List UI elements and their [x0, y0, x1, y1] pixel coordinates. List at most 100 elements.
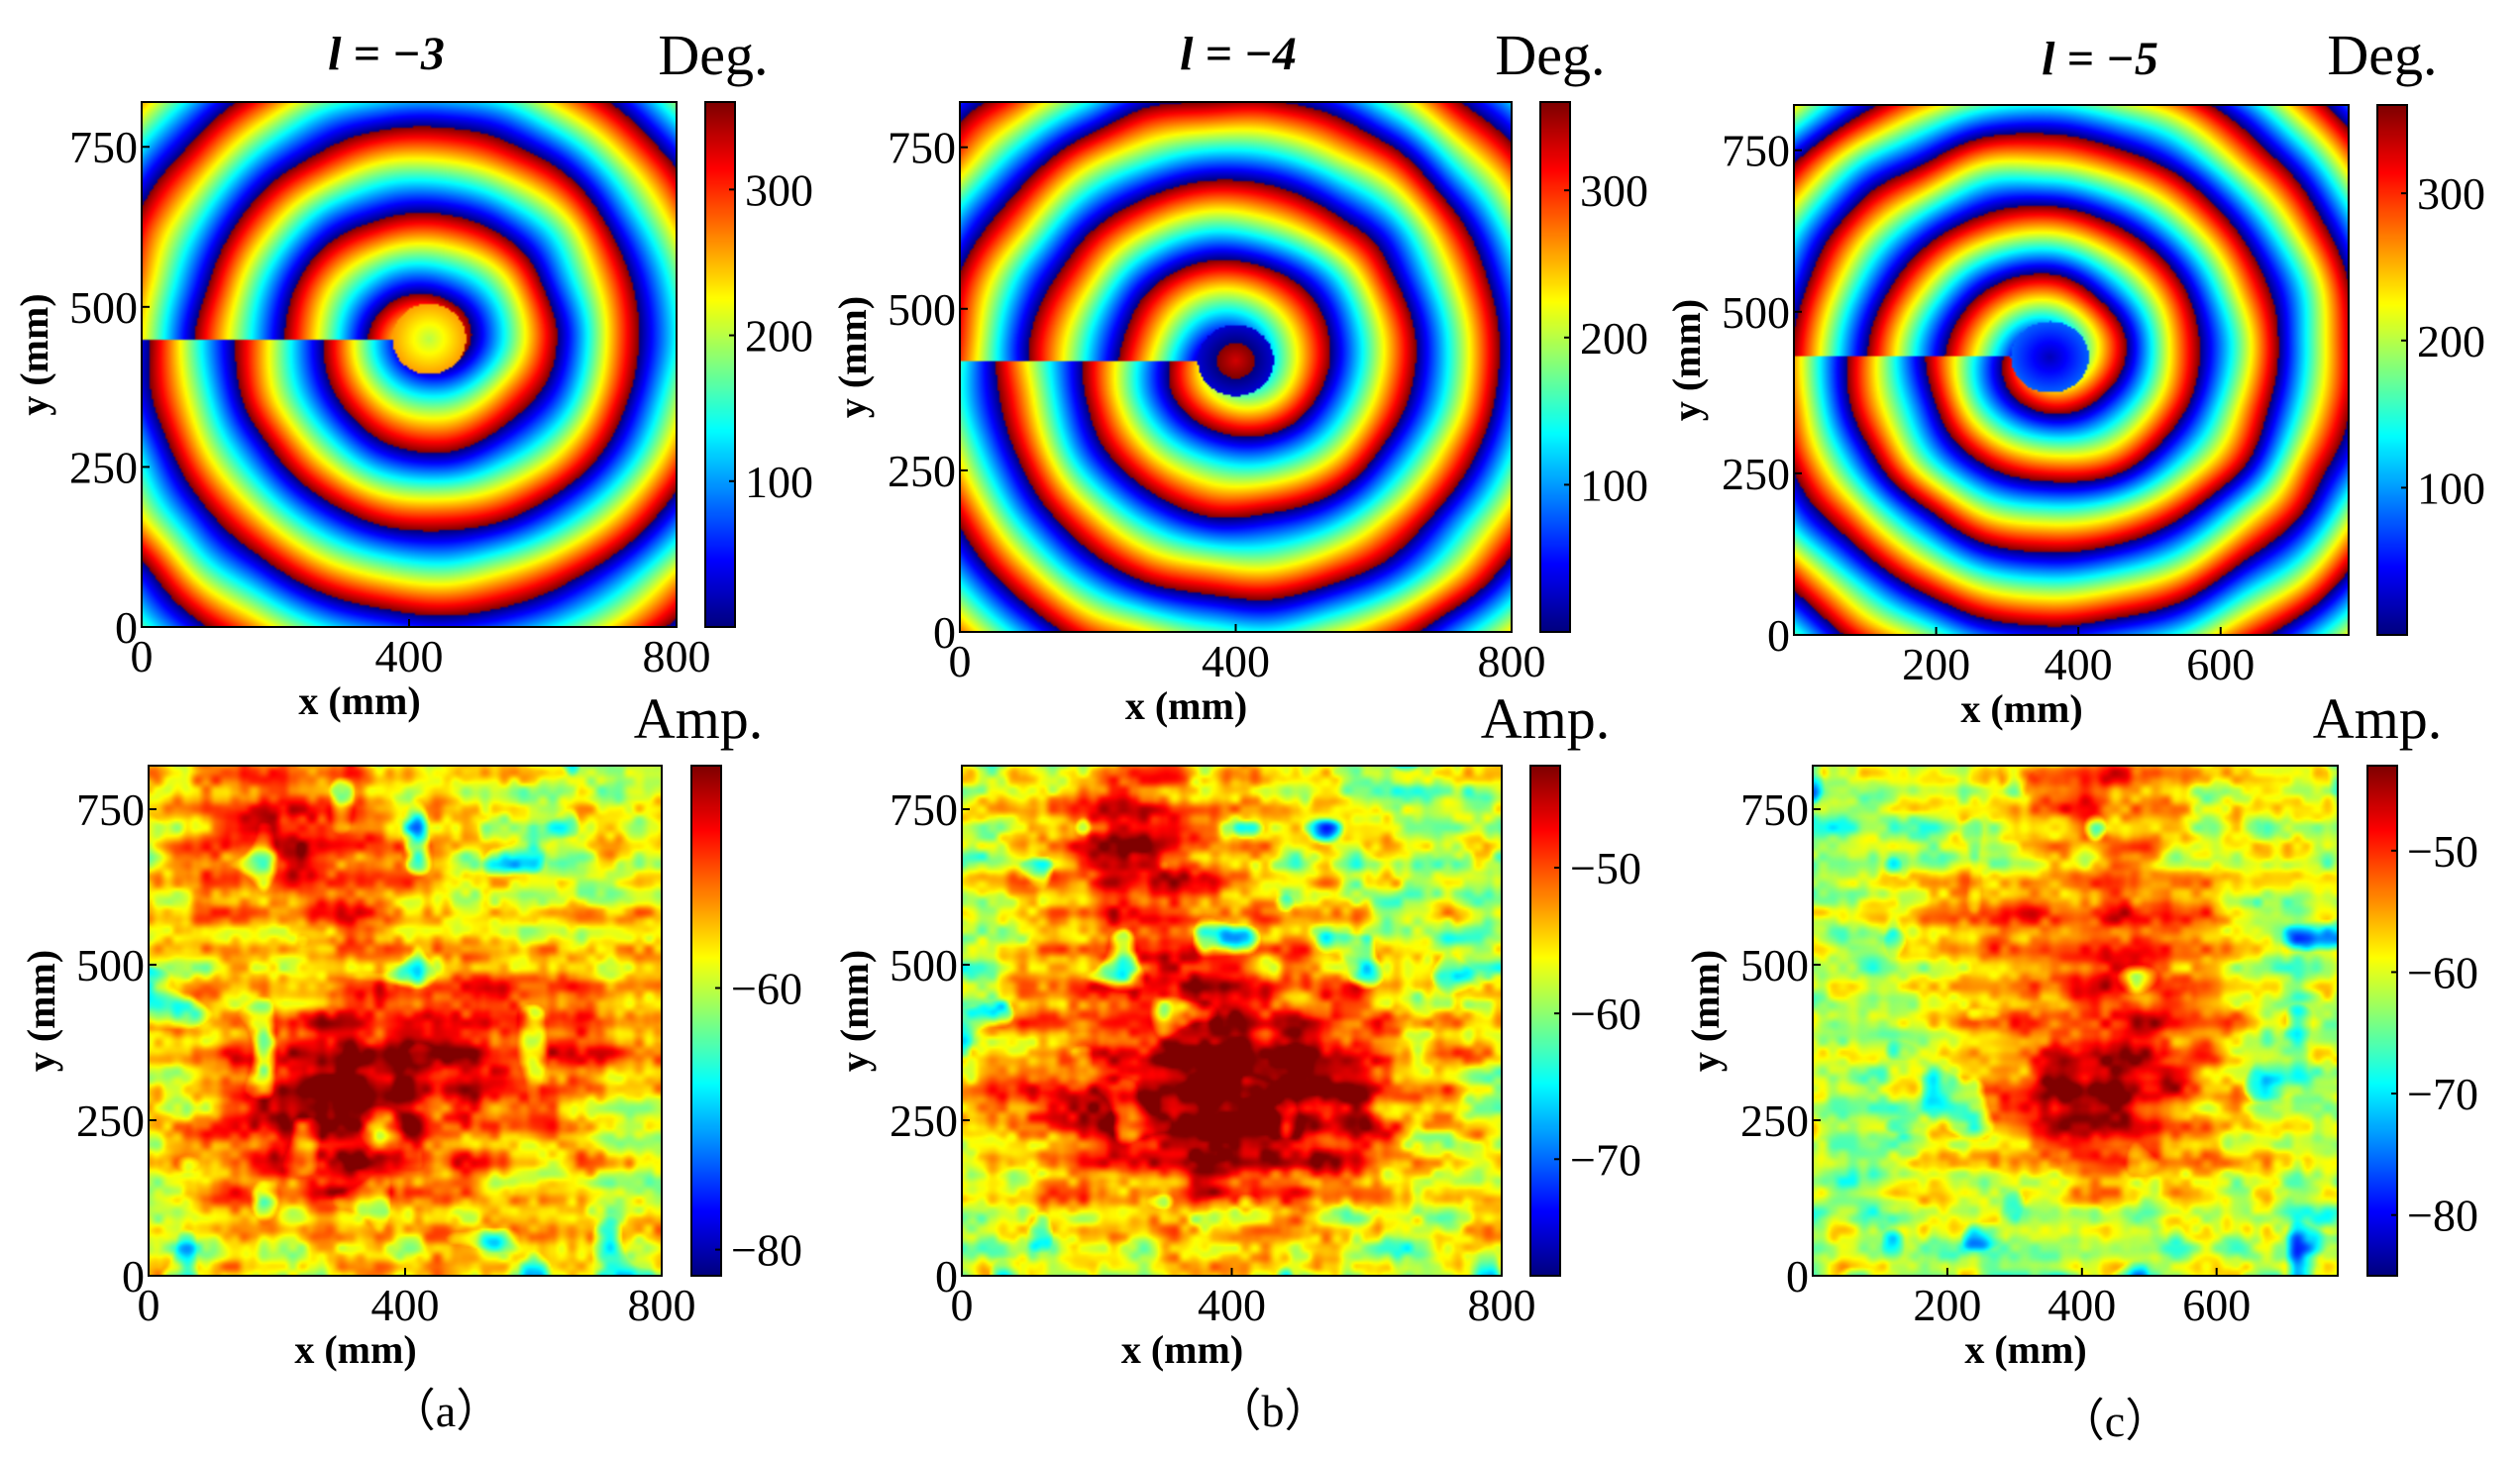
colorbar-label: Deg.	[658, 23, 768, 87]
x-axis-label: x (mm)	[298, 678, 420, 723]
colorbar-label: Amp.	[2313, 686, 2443, 751]
x-tick-label: 200	[1902, 639, 1970, 689]
x-tick-label: 800	[643, 631, 711, 681]
heatmap-image	[962, 766, 1502, 1276]
colorbar-frame	[704, 101, 736, 628]
y-tick-label: 0	[933, 607, 956, 658]
x-tick-label: 0	[131, 631, 154, 681]
x-tick-label: 0	[951, 1280, 974, 1330]
panel-title: l = −4	[1180, 28, 1297, 80]
x-tick-label: 400	[2048, 1280, 2116, 1330]
y-tick-label: 250	[69, 442, 138, 492]
colorbar-tick-label: −60	[731, 963, 802, 1013]
y-tick-label: 500	[76, 940, 145, 990]
colorbar	[1530, 766, 1560, 1276]
colorbar	[2367, 766, 2397, 1276]
y-tick-label: 750	[890, 784, 958, 835]
y-tick-label: 500	[890, 940, 958, 990]
panel-caption: （a）	[390, 1386, 501, 1436]
y-axis-label: y (mm)	[1664, 299, 1709, 421]
x-tick-label: 0	[138, 1280, 160, 1330]
colorbar-frame	[2366, 765, 2398, 1277]
colorbar-tick-label: −80	[731, 1225, 802, 1276]
x-tick-label: 800	[1478, 636, 1546, 686]
y-tick-label: 250	[76, 1095, 145, 1146]
y-tick-label: 500	[1740, 940, 1809, 990]
y-tick-label: 500	[69, 282, 138, 333]
x-tick-label: 400	[371, 1280, 440, 1330]
heatmap-image	[1813, 766, 2338, 1276]
colorbar-tick-label: 200	[745, 311, 813, 362]
axes-frame	[1812, 765, 2339, 1277]
colorbar-tick-label: 200	[2417, 316, 2485, 366]
y-tick-label: 500	[888, 284, 956, 335]
heatmap-panel-5: 0 400 800 0 250 500 750 x (mm) y (mm) −70 −60 −50 Am…	[832, 686, 1641, 1372]
x-tick-label: 200	[1913, 1280, 1981, 1330]
y-tick-label: 250	[888, 446, 956, 496]
colorbar-tick-label: 300	[1580, 165, 1648, 216]
y-axis-label: y (mm)	[19, 950, 63, 1072]
x-tick-label: 400	[1198, 1280, 1266, 1330]
colorbar-tick-label: −70	[1570, 1134, 1641, 1185]
colorbar-frame	[1539, 101, 1571, 633]
y-tick-label: 0	[935, 1251, 958, 1302]
colorbar-tick-label: −50	[2407, 826, 2478, 877]
colorbar-tick-label: 300	[745, 164, 813, 215]
colorbar-frame	[2376, 104, 2408, 636]
y-tick-label: 0	[1767, 610, 1790, 661]
x-axis-label: x (mm)	[1121, 1327, 1243, 1372]
panel-layer: 0 400 800 0 250 500 750 x (mm) y (mm) l = −3 100 20…	[12, 23, 2485, 1372]
y-tick-label: 0	[115, 602, 138, 653]
colorbar-frame	[690, 765, 722, 1277]
colorbar	[691, 766, 721, 1276]
heatmap-panel-6: 200 400 600 0 250 500 750 x (mm) y (mm) −80 −70 −60…	[1683, 686, 2478, 1372]
y-tick-label: 0	[122, 1251, 145, 1302]
x-tick-label: 800	[1468, 1280, 1536, 1330]
colorbar-tick-label: 100	[745, 457, 813, 507]
y-tick-label: 250	[1740, 1095, 1809, 1146]
heatmap-image	[142, 102, 677, 627]
x-tick-label: 400	[1202, 636, 1270, 686]
colorbar-tick-label: 200	[1580, 313, 1648, 364]
y-tick-label: 250	[1722, 449, 1790, 499]
colorbar-tick-label: 100	[1580, 460, 1648, 510]
x-tick-label: 400	[375, 631, 444, 681]
colorbar-label: Deg.	[1495, 23, 1605, 87]
panel-title: l = −3	[328, 28, 445, 80]
panel-caption: （b）	[1216, 1386, 1330, 1436]
x-axis-label: x (mm)	[1964, 1327, 2086, 1372]
colorbar-label: Deg.	[2327, 23, 2437, 87]
y-tick-label: 250	[890, 1095, 958, 1146]
x-tick-label: 600	[2182, 1280, 2251, 1330]
x-tick-label: 800	[628, 1280, 696, 1330]
colorbar-tick-label: −50	[1570, 843, 1641, 893]
y-tick-label: 500	[1722, 287, 1790, 338]
x-tick-label: 600	[2186, 639, 2255, 689]
colorbar-tick-label: −60	[2407, 947, 2478, 997]
x-tick-label: 400	[2045, 639, 2113, 689]
y-axis-label: y (mm)	[832, 950, 877, 1072]
x-axis-label: x (mm)	[1125, 683, 1247, 728]
y-tick-label: 750	[1740, 784, 1809, 835]
panel-caption: （c）	[2059, 1396, 2170, 1446]
colorbar-tick-label: −80	[2407, 1191, 2478, 1241]
colorbar	[2377, 105, 2407, 635]
colorbar-tick-label: −70	[2407, 1069, 2478, 1119]
y-tick-label: 0	[1786, 1251, 1809, 1302]
heatmap-panel-2: 0 400 800 0 250 500 750 x (mm) y (mm) l = −4 100 20…	[830, 23, 1648, 728]
caption-layer: （a） （b） （c）	[390, 1386, 2170, 1446]
y-axis-label: y (mm)	[830, 296, 875, 418]
y-axis-label: y (mm)	[12, 293, 56, 415]
heatmap-image	[149, 766, 662, 1276]
heatmap-panel-4: 0 400 800 0 250 500 750 x (mm) y (mm) −80 −60 Amp.	[19, 686, 802, 1372]
y-tick-label: 750	[1722, 126, 1790, 176]
y-axis-label: y (mm)	[1683, 950, 1728, 1072]
y-tick-label: 750	[888, 123, 956, 173]
heatmap-image	[960, 102, 1512, 632]
panel-title: l = −5	[2042, 33, 2158, 85]
y-tick-label: 750	[69, 122, 138, 172]
colorbar	[705, 102, 735, 627]
heatmap-panel-1: 0 400 800 0 250 500 750 x (mm) y (mm) l = −3 100 20…	[12, 23, 813, 723]
colorbar	[1540, 102, 1570, 632]
y-tick-label: 750	[76, 784, 145, 835]
